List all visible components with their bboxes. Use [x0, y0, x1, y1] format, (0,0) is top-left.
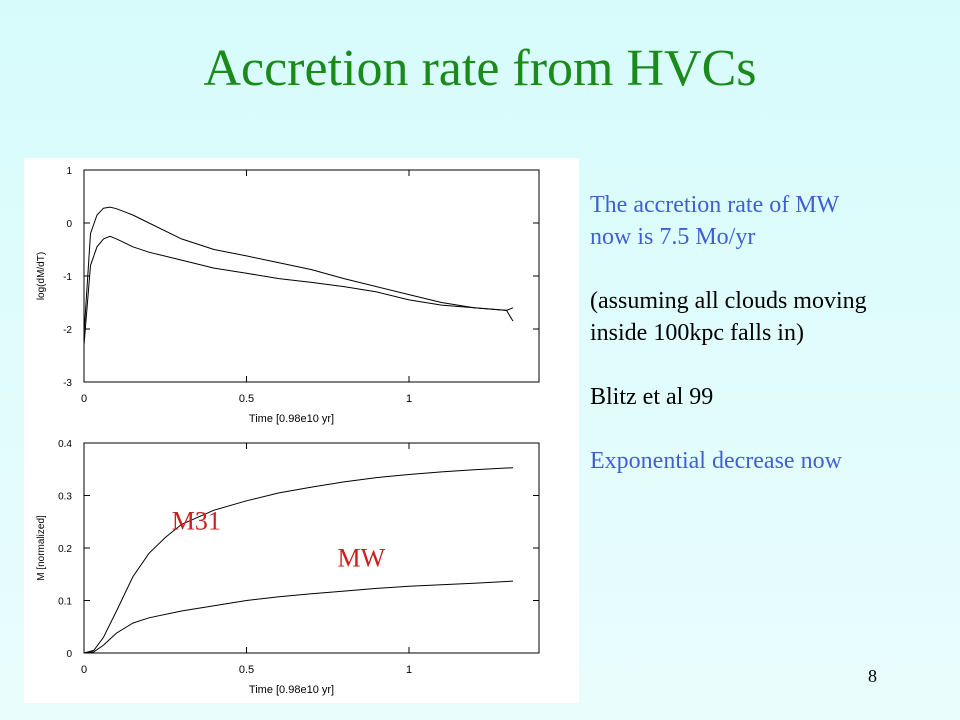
- x-tick-label: 0.5: [239, 664, 254, 676]
- series-line-2: [83, 235, 514, 345]
- plot-frame: [83, 442, 540, 654]
- series-label-mw: MW: [338, 543, 386, 572]
- x-tick-label: 0.5: [239, 393, 254, 405]
- y-tick-label: 0: [66, 219, 72, 230]
- note-line-1: The accretion rate of MW: [590, 192, 840, 218]
- x-tick-label: 0: [81, 664, 87, 676]
- series-line-1: [83, 467, 514, 654]
- y-tick-label: -3: [63, 378, 72, 389]
- y-tick-label: 0.3: [58, 492, 72, 503]
- x-axis-label: Time [0.98e10 yr]: [249, 413, 334, 425]
- y-tick-label: 0.2: [58, 544, 72, 555]
- y-tick-label: 0: [66, 649, 72, 660]
- slide-title: Accretion rate from HVCs: [203, 40, 757, 97]
- note-line-2: now is 7.5 Mo/yr: [590, 223, 756, 250]
- plot-frame: [83, 169, 540, 383]
- series-label-m31: M31: [172, 507, 221, 536]
- x-tick-label: 1: [406, 393, 412, 405]
- y-tick-label: -1: [63, 272, 72, 283]
- chart-1: 1 0 -1 -2 -3 0 0.5 1 Time [0.98e10 yr] log(dM/dT): [36, 166, 540, 425]
- series-line-2: [83, 580, 514, 654]
- note-line-3: (assuming all clouds moving: [590, 287, 867, 314]
- note-line-6: Exponential decrease now: [590, 447, 842, 474]
- x-tick-label: 0: [81, 393, 87, 405]
- y-tick-label: 0.1: [58, 597, 72, 608]
- x-axis-label: Time [0.98e10 yr]: [249, 684, 334, 696]
- y-axis-label: M [normalized]: [36, 515, 47, 581]
- note-line-4: inside 100kpc falls in): [590, 319, 804, 346]
- charts-svg: 1 0 -1 -2 -3 0 0.5 1 Time [0.98e10 yr] log(dM/dT)…: [36, 166, 540, 696]
- notes-text: The accretion rate of MW now is 7.5 Mo/y…: [590, 190, 955, 477]
- chart-2: 0.4 0.3 0.2 0.1 00 0.5 1 Time [0.98e10 yr] M [no…: [36, 439, 540, 696]
- figure-panel: 1 0 -1 -2 -3 0 0.5 1 Time [0.98e10 yr] log(dM/dT)…: [24, 158, 579, 703]
- series-line-1: [83, 206, 514, 335]
- y-tick-label: 0.4: [58, 439, 72, 450]
- y-tick-label: 1: [66, 166, 72, 177]
- page-number: 8: [868, 666, 877, 686]
- note-line-5: Blitz et al 99: [590, 383, 714, 410]
- y-tick-label: -2: [63, 325, 72, 336]
- x-tick-label: 1: [406, 664, 412, 676]
- y-axis-label: log(dM/dT): [36, 252, 47, 300]
